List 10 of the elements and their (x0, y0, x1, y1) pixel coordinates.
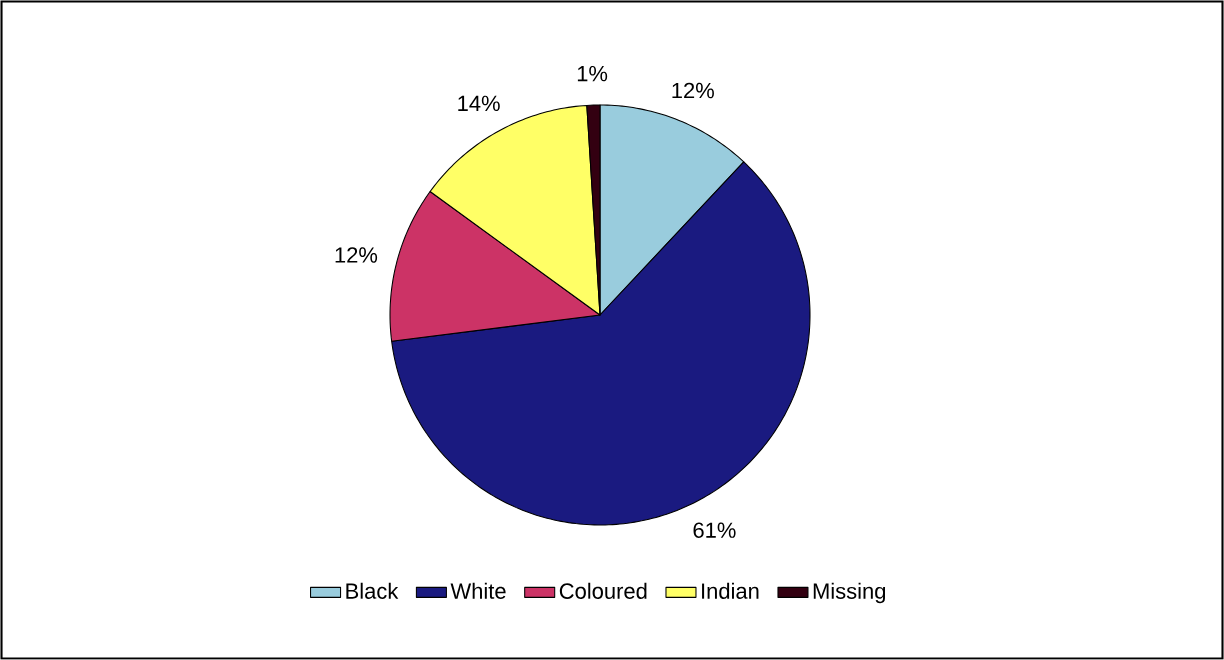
legend-label: Indian (702, 582, 759, 599)
data-label: 12% (335, 247, 378, 263)
data-label: 14% (458, 95, 500, 112)
legend-label: Coloured (559, 582, 647, 599)
legend-label: Black (346, 582, 399, 599)
data-label: 61% (693, 522, 736, 538)
legend-label: White (450, 582, 506, 599)
data-label: 1% (577, 65, 608, 82)
data-label: 12% (672, 82, 714, 99)
legend-label: Missing (813, 582, 886, 604)
